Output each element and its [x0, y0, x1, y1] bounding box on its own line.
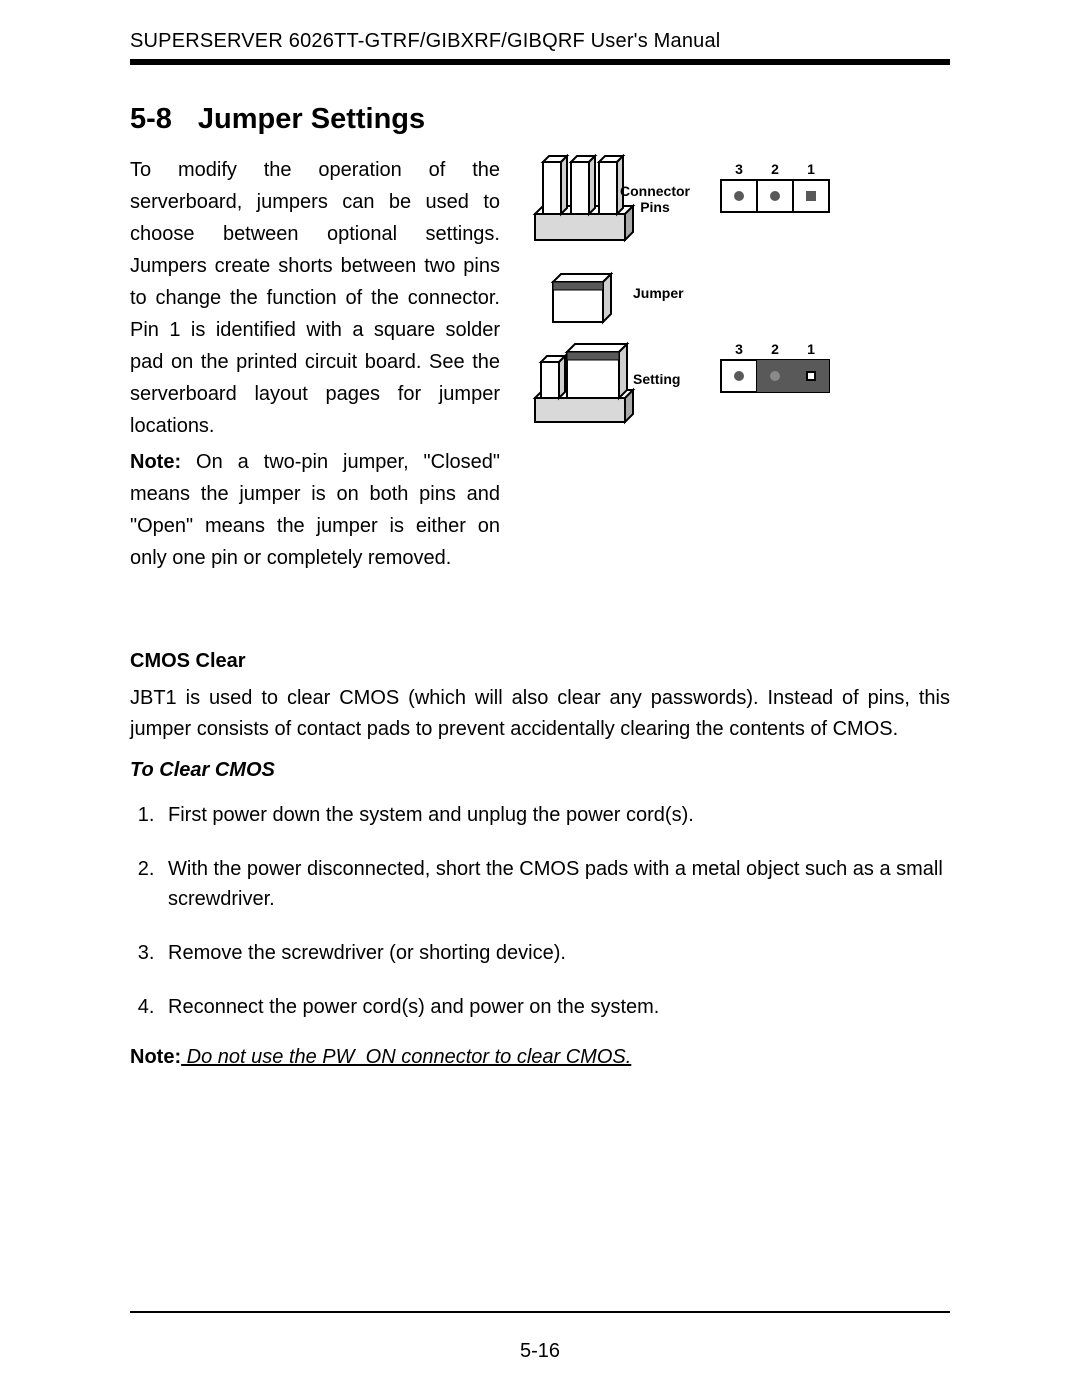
- to-clear-cmos-heading: To Clear CMOS: [130, 759, 950, 782]
- label-jumper: Jumper: [633, 285, 684, 301]
- cmos-heading: CMOS Clear: [130, 650, 950, 673]
- intro-paragraph: To modify the operation of the serverboa…: [130, 154, 500, 442]
- cmos-paragraph: JBT1 is used to clear CMOS (which will a…: [130, 683, 950, 745]
- pinout-closed: 3 2 1: [721, 341, 829, 392]
- note-text: On a two-pin jumper, "Closed" means the …: [130, 451, 500, 569]
- svg-text:3: 3: [735, 161, 743, 177]
- cmos-note-text: Do not use the PW_ON connector to clear …: [181, 1046, 631, 1068]
- step-2: With the power disconnected, short the C…: [160, 854, 950, 914]
- label-setting: Setting: [633, 371, 680, 387]
- page-header: SUPERSERVER 6026TT-GTRF/GIBXRF/GIBQRF Us…: [130, 30, 950, 53]
- cmos-steps: First power down the system and unplug t…: [130, 800, 950, 1022]
- header-rule-thin: [130, 63, 950, 65]
- jumper-diagram-svg: Connector Pins Jumper Setting 3 2 1: [520, 154, 950, 454]
- svg-text:1: 1: [807, 341, 815, 357]
- svg-text:3: 3: [735, 341, 743, 357]
- section-title: Jumper Settings: [198, 103, 425, 135]
- step-1: First power down the system and unplug t…: [160, 800, 950, 830]
- step-4: Reconnect the power cord(s) and power on…: [160, 992, 950, 1022]
- cmos-note: Note: Do not use the PW_ON connector to …: [130, 1046, 950, 1069]
- manual-page: SUPERSERVER 6026TT-GTRF/GIBXRF/GIBQRF Us…: [0, 0, 1080, 1397]
- label-connector-pins-2: Pins: [640, 199, 670, 215]
- jumper-diagram: Connector Pins Jumper Setting 3 2 1: [520, 154, 950, 574]
- section-number: 5-8: [130, 103, 172, 135]
- page-number: 5-16: [0, 1340, 1080, 1363]
- svg-text:1: 1: [807, 161, 815, 177]
- pinout-open: 3 2 1: [721, 161, 829, 212]
- cmos-note-label: Note:: [130, 1046, 181, 1068]
- intro-column: To modify the operation of the serverboa…: [130, 154, 500, 574]
- label-connector-pins-1: Connector: [620, 183, 691, 199]
- svg-text:2: 2: [771, 161, 779, 177]
- footer-rule: [130, 1311, 950, 1313]
- intro-row: To modify the operation of the serverboa…: [130, 154, 950, 574]
- jumper-icon: [553, 274, 611, 322]
- intro-note: Note: On a two-pin jumper, "Closed" mean…: [130, 446, 500, 574]
- connector-pins-icon: [535, 156, 633, 240]
- setting-icon: [535, 344, 633, 422]
- step-3: Remove the screwdriver (or shorting devi…: [160, 938, 950, 968]
- note-label: Note:: [130, 451, 181, 473]
- section-heading: 5-8 Jumper Settings: [130, 103, 950, 136]
- svg-text:2: 2: [771, 341, 779, 357]
